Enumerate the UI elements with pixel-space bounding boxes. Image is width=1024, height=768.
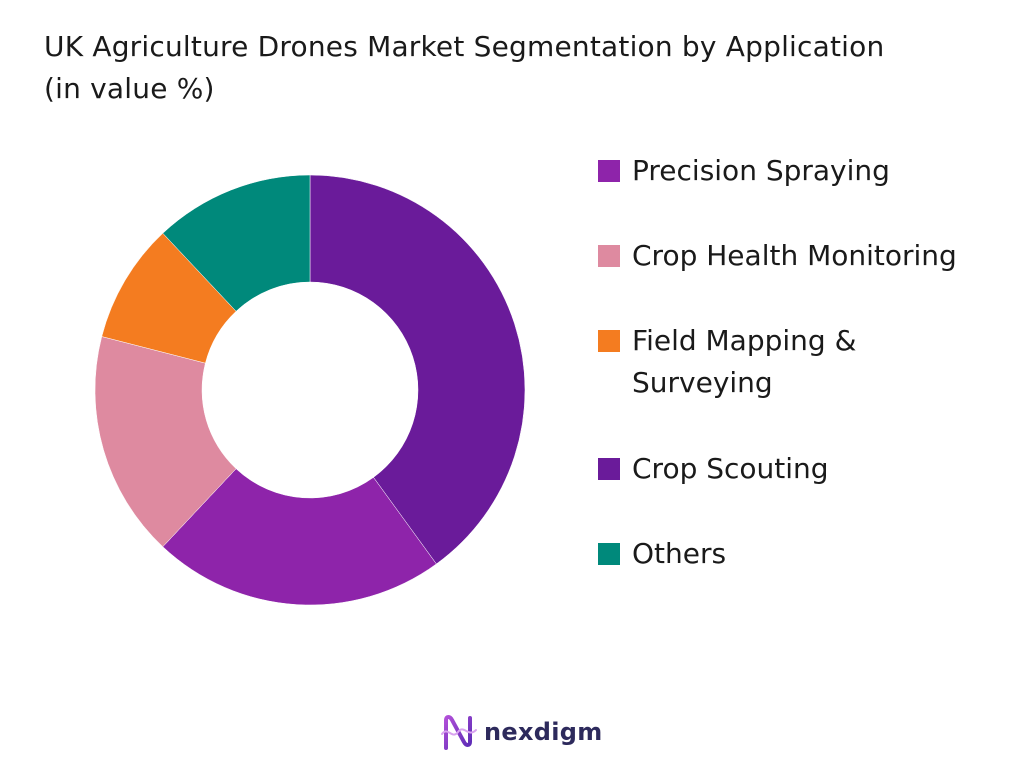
legend-item-others: Others (598, 533, 726, 575)
donut-slice-others (162, 174, 311, 312)
legend-item-crop-health-monitoring: Crop Health Monitoring (598, 235, 957, 277)
legend-item-precision-spraying: Precision Spraying (598, 150, 890, 192)
brand-footer: nexdigm (440, 712, 603, 752)
legend-item-crop-scouting: Crop Scouting (598, 448, 829, 490)
legend-swatch (598, 160, 620, 182)
donut-chart (94, 174, 526, 606)
brand-name: nexdigm (484, 718, 603, 746)
legend-label: Crop Scouting (632, 452, 829, 485)
legend-swatch (598, 245, 620, 267)
chart-title-line1: UK Agriculture Drones Market Segmentatio… (44, 30, 885, 63)
legend-item-field-mapping-surveying: Field Mapping & Surveying (598, 320, 856, 404)
legend-label: Field Mapping & Surveying (632, 324, 857, 399)
chart-title-line2: (in value %) (44, 72, 215, 105)
legend-swatch (598, 458, 620, 480)
donut-slice-precision-spraying (309, 174, 526, 565)
legend-swatch (598, 543, 620, 565)
chart-title: UK Agriculture Drones Market Segmentatio… (44, 26, 984, 110)
donut-slice-crop-health-monitoring (94, 336, 237, 548)
donut-slice-crop-scouting (162, 468, 437, 606)
legend-label: Crop Health Monitoring (632, 239, 957, 272)
nexdigm-logo-icon (441, 715, 477, 750)
legend-label: Others (632, 537, 727, 570)
legend-label: Precision Spraying (632, 154, 890, 187)
legend-swatch (598, 330, 620, 352)
